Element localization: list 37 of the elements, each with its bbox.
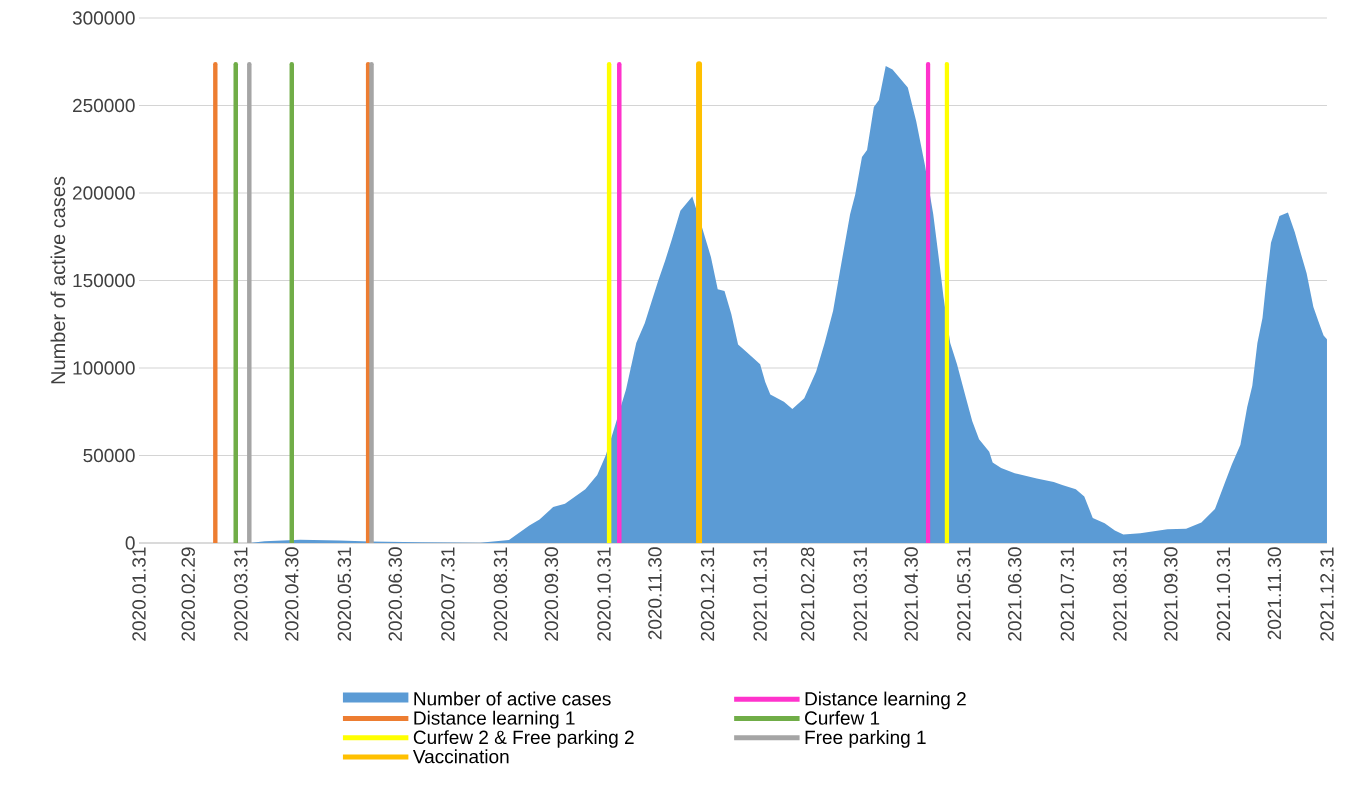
x-tick-label: 2021.04.30 (904, 547, 918, 641)
x-tick-label: 2020.06.30 (388, 547, 402, 641)
legend-label: Vaccination (412, 749, 509, 764)
x-tick-label: 2021.08.31 (1113, 547, 1127, 641)
x-tick-label: 2021.01.31 (753, 547, 767, 641)
x-tick-label: 2021.10.31 (1216, 547, 1231, 641)
x-tick-label: 2020.03.31 (234, 547, 248, 641)
x-tick-label: 2020.04.30 (285, 547, 299, 641)
x-tick-label: 2021.07.31 (1060, 547, 1075, 641)
x-tick-label: 2020.09.30 (544, 547, 559, 641)
x-tick-label: 2021.09.30 (1164, 547, 1178, 641)
x-tick-label: 2020.08.31 (493, 547, 508, 641)
x-tick-label: 2020.12.31 (700, 547, 715, 641)
y-tick-label: 200000 (73, 186, 135, 200)
x-tick-label: 2021.03.31 (853, 547, 867, 641)
x-tick-label: 2020.02.29 (181, 547, 195, 641)
x-tick-label: 2020.07.31 (441, 547, 455, 641)
x-tick-label: 2021.05.31 (957, 547, 971, 641)
x-tick-label: 2021.02.28 (800, 547, 815, 641)
y-tick-label: 150000 (73, 273, 135, 288)
legend-label: Distance learning 2 (805, 691, 966, 710)
legend-label: Free parking 1 (805, 730, 926, 748)
x-tick-label: 2021.11.30 (1267, 547, 1282, 640)
x-tick-label: 2021.06.30 (1007, 547, 1022, 641)
legend-label: Curfew 2 & Free parking 2 (413, 730, 634, 748)
legend-label: Number of active cases (414, 691, 611, 706)
legend-label: Curfew 1 (805, 710, 880, 725)
y-tick-label: 50000 (83, 448, 135, 463)
y-axis-title: Number of active cases (50, 176, 66, 384)
y-tick-label: 300000 (72, 11, 135, 25)
y-tick-label: 100000 (73, 361, 135, 375)
y-tick-label: 250000 (73, 98, 135, 113)
x-tick-label: 2020.05.31 (337, 547, 352, 641)
x-tick-label: 2020.11.30 (648, 547, 662, 640)
x-tick-label: 2020.10.31 (597, 547, 611, 641)
x-tick-label: 2021.12.31 (1320, 547, 1334, 641)
legend-label: Distance learning 1 (414, 710, 575, 729)
